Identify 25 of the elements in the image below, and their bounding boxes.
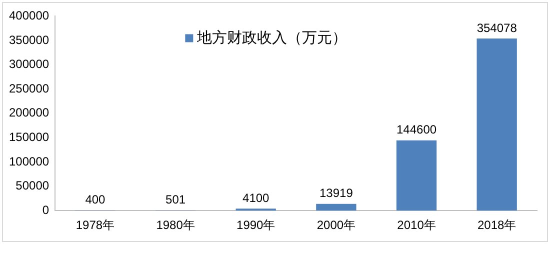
- x-tick-label: 1978年: [76, 218, 115, 232]
- data-label: 4100: [242, 190, 270, 205]
- x-tick-label: 1980年: [156, 218, 195, 232]
- y-tick-label: 350000: [8, 32, 50, 47]
- y-tick-label: 200000: [8, 106, 50, 120]
- x-tick-label: 2010年: [397, 218, 436, 232]
- y-tick-label: 150000: [8, 130, 50, 144]
- x-tick-label: 2000年: [316, 218, 356, 232]
- x-tick-label: 1990年: [236, 218, 276, 232]
- data-label: 144600: [396, 122, 437, 137]
- y-tick-label: 400000: [8, 8, 50, 23]
- data-label: 501: [166, 192, 186, 207]
- y-tick-label: 300000: [8, 57, 50, 72]
- bar: [476, 38, 517, 211]
- data-label: 400: [85, 192, 106, 207]
- bar: [316, 204, 356, 211]
- data-label: 13919: [319, 186, 354, 200]
- y-tick-label: 50000: [16, 178, 50, 193]
- y-tick-label: 100000: [8, 154, 50, 168]
- y-tick-label: 0: [42, 202, 50, 217]
- y-tick-label: 250000: [8, 81, 50, 96]
- legend-label: 地方财政收入（万元）: [196, 29, 348, 46]
- bar: [396, 140, 437, 211]
- x-tick-label: 2018年: [477, 218, 516, 232]
- data-label: 354078: [476, 20, 518, 35]
